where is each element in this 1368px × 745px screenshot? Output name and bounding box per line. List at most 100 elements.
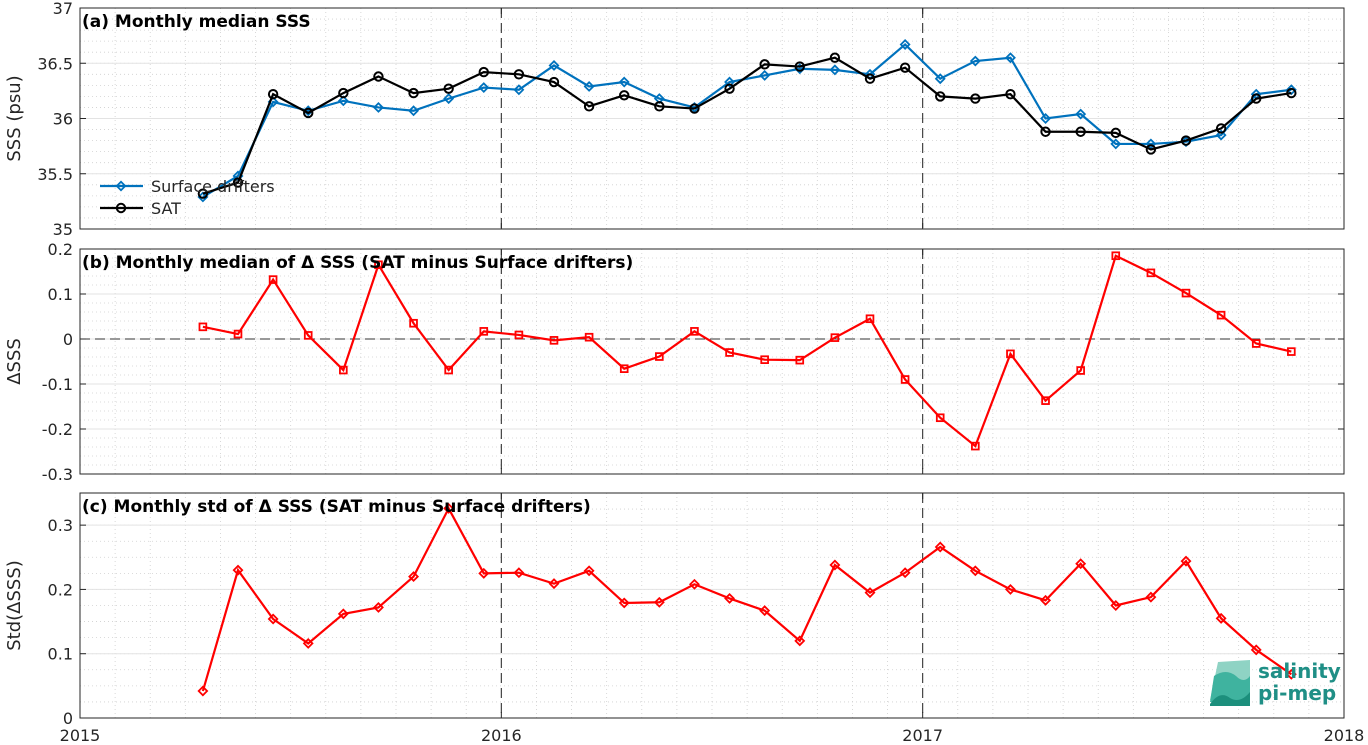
x-tick-label: 2016 [481,726,522,745]
panel-c: 0 0.1 0.2 0.3 (c) Monthly std of Δ SSS (SAT … [4,492,1345,728]
data-point [302,637,314,649]
data-point [725,348,734,357]
data-point [372,101,384,113]
data-point [444,365,453,375]
y-tick-label: -0.3 [42,465,73,484]
legend-marker-sat [115,202,127,214]
data-point [197,188,209,199]
logo-line2: pi-mep [1258,681,1336,705]
data-point [1146,268,1156,278]
data-point [584,332,594,342]
data-point [829,559,841,571]
data-point [197,685,209,697]
data-point [1004,583,1016,595]
data-point [303,331,313,340]
panel-b-ylabel: ΔSSS [4,338,25,385]
y-tick-label: 0.2 [48,240,73,259]
data-point [198,322,208,332]
series-line [202,254,1292,448]
data-point [267,88,279,100]
data-point [513,69,525,80]
data-point [1215,612,1227,624]
data-point [654,101,665,112]
data-point [619,90,630,101]
data-point [1216,310,1226,320]
data-point [514,330,524,340]
data-point [830,333,840,342]
data-point [443,83,454,94]
data-point [724,76,736,88]
data-point [443,502,455,514]
series-line [202,56,1292,195]
data-point [409,318,418,328]
panel-a: 35 35.5 36 36.5 37 (a) Monthly median SSS SSS … [4,0,1345,239]
data-point [971,441,980,451]
data-point [1006,349,1015,359]
y-tick-label: 37 [53,0,73,18]
axes-box [79,492,1345,719]
data-point [1181,288,1191,298]
y-tick-label: 36.5 [37,54,73,73]
data-point [688,578,700,590]
panel-b-title: (b) Monthly median of Δ SSS (SAT minus S… [82,253,633,273]
data-point [372,601,384,613]
data-point [1004,52,1016,64]
data-point [583,101,595,112]
y-tick-label: 0.1 [48,285,73,304]
data-point [829,52,841,63]
data-point [513,84,525,96]
data-point [267,613,279,625]
data-point [1180,555,1192,567]
data-point [478,66,489,78]
data-point [759,69,771,81]
data-point [1040,126,1051,137]
data-point [374,260,383,270]
data-point [724,83,735,94]
data-point [689,103,700,114]
data-point [1040,113,1052,124]
data-point [1005,88,1016,100]
minor-grid [80,8,1344,229]
data-point [583,80,595,92]
data-point [548,578,560,590]
data-point [653,596,665,608]
y-tick-label: 0 [63,709,73,728]
y-tick-label: 0.3 [48,516,73,535]
y-tick-label: 0.1 [48,645,73,664]
data-point [969,55,981,67]
data-point [935,413,945,423]
y-tick-label: -0.2 [42,420,73,439]
data-point [232,177,244,188]
data-point [864,587,876,599]
data-point [1075,126,1086,137]
data-point [934,73,946,85]
data-point [724,592,736,604]
data-point [337,95,349,107]
x-tick-label: 2018 [1324,726,1365,745]
data-point [337,608,349,620]
data-point [1215,129,1227,141]
data-point [1251,93,1262,104]
data-point [1076,366,1085,375]
data-point [1286,87,1297,99]
y-tick-label: 0 [63,330,73,349]
data-point [479,327,489,336]
data-point [1110,600,1122,611]
data-point [1287,347,1296,356]
data-point [865,314,875,324]
y-tick-label: 35 [53,220,73,239]
data-point [899,567,911,579]
data-point [795,355,805,365]
legend-entry-sat: SAT [151,199,181,218]
data-point [899,38,911,50]
x-tick-label: 2015 [60,726,101,745]
data-point [760,355,769,364]
panel-a-ylabel: SSS (psu) [4,75,25,161]
data-point [900,375,910,384]
data-point [513,567,525,579]
y-tick-label: 35.5 [37,165,73,184]
legend: Surface drifters SAT [100,177,275,218]
data-point [1215,123,1227,134]
data-point [268,275,278,284]
